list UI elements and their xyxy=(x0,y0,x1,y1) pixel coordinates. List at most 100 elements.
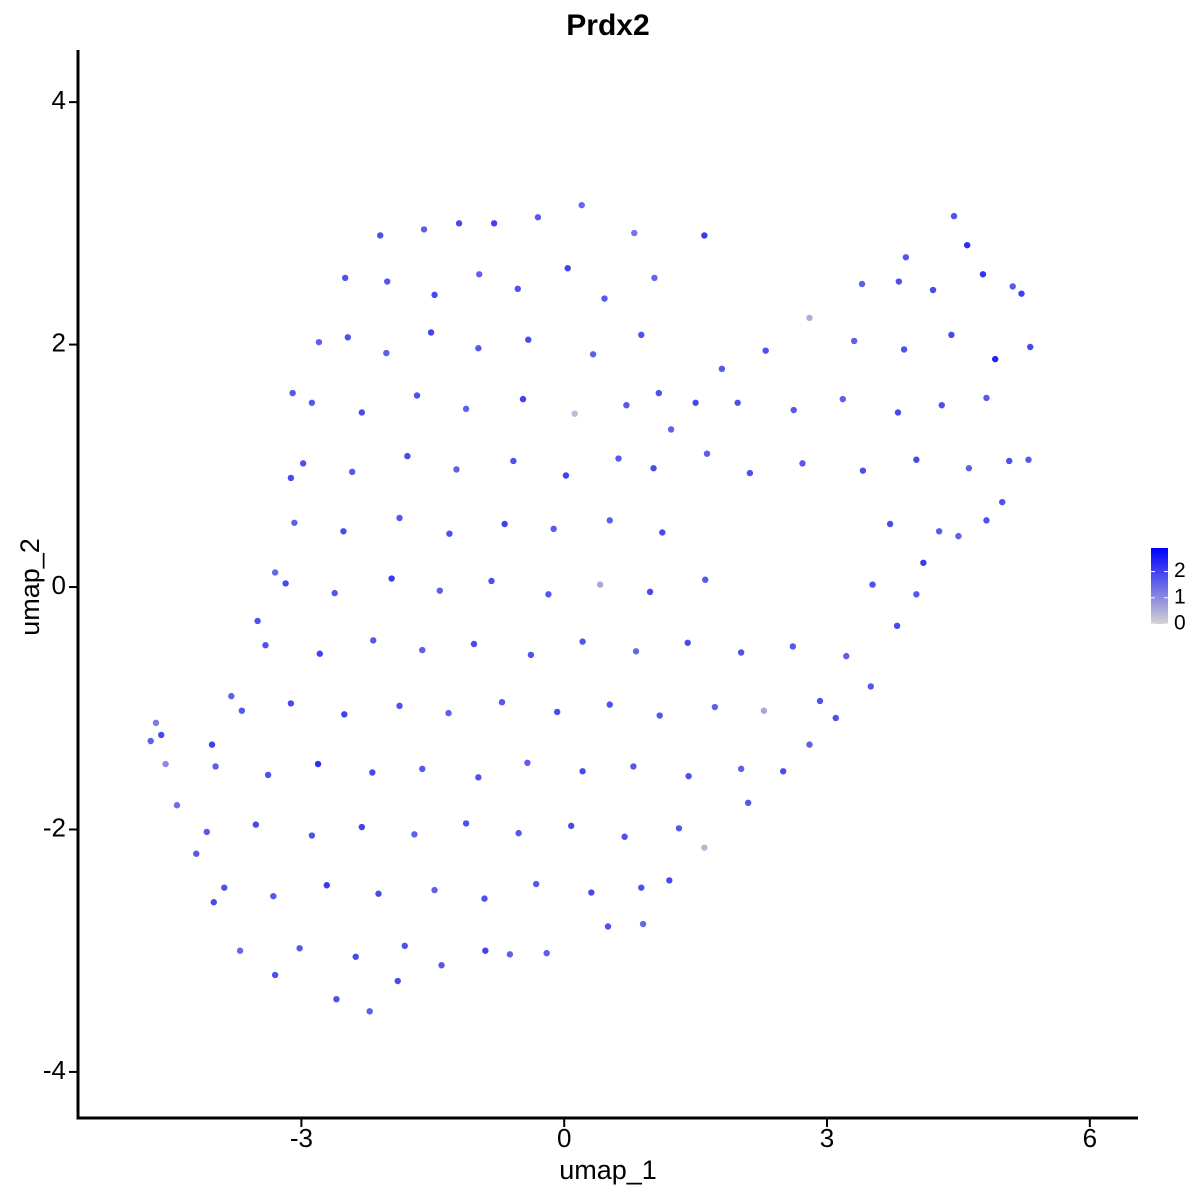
point xyxy=(308,399,316,406)
point xyxy=(446,530,453,537)
point xyxy=(545,591,552,598)
point xyxy=(799,460,806,467)
point xyxy=(562,472,570,479)
point xyxy=(638,331,645,339)
point xyxy=(396,702,403,710)
point xyxy=(488,577,495,585)
point xyxy=(152,719,160,727)
point xyxy=(366,1008,373,1015)
point xyxy=(718,365,726,373)
point xyxy=(950,212,958,220)
point xyxy=(490,220,498,227)
point xyxy=(287,700,295,707)
point xyxy=(519,395,527,403)
y-tick-label: 2 xyxy=(52,327,66,357)
point xyxy=(615,455,622,462)
point xyxy=(289,389,296,397)
point xyxy=(238,707,246,714)
point xyxy=(411,831,418,838)
point xyxy=(314,760,322,768)
point xyxy=(550,525,557,533)
point xyxy=(438,962,445,969)
point xyxy=(621,833,628,840)
point xyxy=(481,895,488,902)
point xyxy=(816,697,824,705)
point xyxy=(894,409,902,416)
point xyxy=(659,529,666,536)
point xyxy=(515,829,522,837)
point xyxy=(780,768,787,775)
point xyxy=(588,889,595,896)
point xyxy=(358,409,366,416)
point xyxy=(790,406,797,414)
point xyxy=(948,331,955,339)
point xyxy=(553,708,561,716)
point xyxy=(746,469,754,477)
point xyxy=(498,698,506,706)
point xyxy=(221,884,228,891)
point xyxy=(358,823,366,831)
point xyxy=(333,995,340,1003)
point xyxy=(839,395,846,403)
point xyxy=(692,399,699,406)
point xyxy=(527,651,535,659)
point xyxy=(291,519,298,526)
point xyxy=(316,650,323,657)
y-tick-label: -2 xyxy=(43,812,66,842)
point xyxy=(262,642,269,649)
point xyxy=(900,346,908,353)
point xyxy=(299,460,307,467)
point xyxy=(271,569,279,576)
point xyxy=(401,942,408,950)
point xyxy=(453,466,460,473)
point xyxy=(623,401,630,409)
point xyxy=(832,714,839,722)
colorbar-label: 2 xyxy=(1174,559,1186,582)
point xyxy=(455,220,463,227)
point xyxy=(646,588,654,596)
point xyxy=(282,580,289,587)
point xyxy=(431,291,438,299)
point xyxy=(344,334,352,341)
point xyxy=(684,639,691,646)
point xyxy=(579,638,586,645)
point xyxy=(606,701,613,708)
point xyxy=(666,877,673,884)
point xyxy=(651,274,658,282)
point xyxy=(955,532,962,540)
point xyxy=(396,514,403,522)
point xyxy=(843,652,850,660)
point xyxy=(858,280,866,288)
point xyxy=(983,517,990,524)
point xyxy=(589,351,597,358)
point xyxy=(935,528,943,535)
point xyxy=(228,692,235,700)
point xyxy=(543,949,550,957)
y-tick-label: -4 xyxy=(43,1055,66,1085)
point xyxy=(938,401,945,409)
point xyxy=(630,763,637,770)
point xyxy=(514,285,521,293)
point xyxy=(348,468,356,476)
colorbar xyxy=(1151,548,1168,624)
point xyxy=(431,886,438,894)
point xyxy=(850,337,858,345)
point xyxy=(902,254,910,261)
point xyxy=(476,271,483,278)
point xyxy=(631,229,638,237)
point xyxy=(419,646,426,654)
point xyxy=(638,884,645,891)
point xyxy=(737,649,745,656)
point xyxy=(370,637,377,644)
point xyxy=(377,232,384,239)
x-tick-label: 6 xyxy=(1083,1123,1097,1153)
point xyxy=(525,336,532,343)
point xyxy=(701,844,708,851)
point xyxy=(532,880,540,888)
point xyxy=(999,498,1006,506)
point xyxy=(173,802,181,809)
point xyxy=(506,951,514,958)
point xyxy=(341,711,348,718)
point xyxy=(655,389,663,397)
point xyxy=(929,286,937,294)
